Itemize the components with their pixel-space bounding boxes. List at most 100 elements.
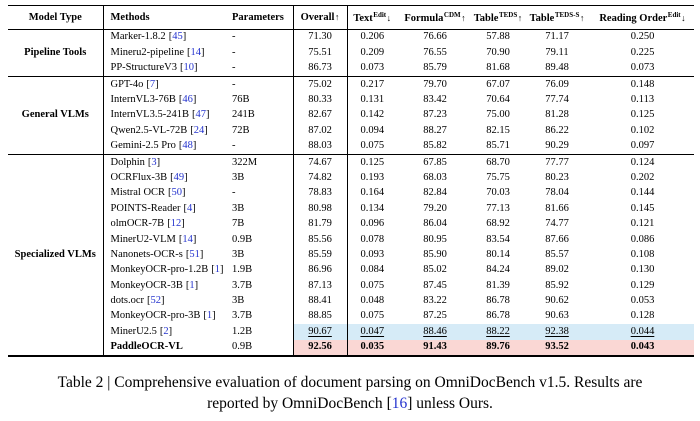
metric-value: 0.125 xyxy=(630,109,655,121)
column-header-parameters: Parameters xyxy=(226,5,294,30)
metric-cell-order: 0.250 xyxy=(591,30,694,46)
metric-value: 0.097 xyxy=(630,140,655,152)
citation-link[interactable]: 48 xyxy=(182,140,193,152)
metric-value: 0.131 xyxy=(360,94,385,105)
direction-arrow-icon: ↑ xyxy=(461,13,466,23)
metric-cell-formula: 76.66 xyxy=(397,30,473,46)
metric-value: 0.075 xyxy=(360,140,385,152)
metric-cell-teds_s: 77.77 xyxy=(523,154,591,171)
citation-link[interactable]: 12 xyxy=(170,218,182,230)
metric-cell-formula: 85.79 xyxy=(397,61,473,77)
citation-bracket: ] xyxy=(181,218,185,230)
metric-cell-teds: 82.15 xyxy=(473,123,523,138)
metric-cell-teds: 88.22 xyxy=(473,324,523,340)
direction-arrow-icon: ↓ xyxy=(681,13,686,23)
citation-link[interactable]: 50 xyxy=(171,187,183,199)
citation-link[interactable]: 49 xyxy=(173,171,185,183)
column-header-label: Formula xyxy=(404,13,444,24)
citation-bracket: [ xyxy=(178,94,183,105)
citation-bracket: ] xyxy=(192,140,197,152)
metric-cell-teds: 77.13 xyxy=(473,201,523,216)
metric-value: 0.102 xyxy=(630,124,655,136)
method-name: MonkeyOCR-pro-1.2B xyxy=(110,264,209,276)
metric-value: 87.23 xyxy=(423,109,447,121)
metric-cell-order: 0.086 xyxy=(591,232,694,247)
method-cell: MonkeyOCR-3B [1] xyxy=(103,278,226,293)
citation-link[interactable]: 2 xyxy=(163,325,169,337)
citation-link[interactable]: 1 xyxy=(206,310,213,322)
metric-value: 81.39 xyxy=(486,279,510,291)
metric-cell-teds_s: 76.09 xyxy=(523,76,591,93)
metric-value: 81.66 xyxy=(545,202,569,214)
citation-bracket: ] xyxy=(168,325,173,337)
metric-cell-text: 0.047 xyxy=(347,324,397,340)
citation-link[interactable]: 4 xyxy=(186,202,193,214)
method-cell: Dolphin [3] xyxy=(103,154,226,171)
citation-bracket: [ xyxy=(203,310,207,322)
metric-value: 79.11 xyxy=(545,46,569,58)
metric-value: 0.093 xyxy=(360,248,385,260)
citation-link[interactable]: 7 xyxy=(149,78,156,90)
metric-cell-teds_s: 85.92 xyxy=(523,278,591,293)
citation-link[interactable]: 14 xyxy=(182,233,193,245)
metric-cell-order: 0.148 xyxy=(591,76,694,93)
citation-link[interactable]: 24 xyxy=(193,124,205,136)
citation-link[interactable]: 3 xyxy=(151,156,157,168)
citation-link[interactable]: 47 xyxy=(195,109,206,121)
metric-cell-formula: 91.43 xyxy=(397,339,473,357)
metric-value: 85.56 xyxy=(308,233,332,245)
column-header-label: Table xyxy=(473,13,499,24)
citation-link[interactable]: 51 xyxy=(189,248,200,260)
metric-cell-formula: 88.27 xyxy=(397,123,473,138)
metric-cell-formula: 79.70 xyxy=(397,76,473,93)
citation-link[interactable]: 46 xyxy=(182,94,193,105)
metric-value: 78.04 xyxy=(545,187,569,199)
metric-value: 67.07 xyxy=(486,78,510,90)
citation-bracket: [ xyxy=(180,62,184,74)
citation-link[interactable]: 16 xyxy=(391,395,408,412)
metric-cell-teds: 80.14 xyxy=(473,247,523,262)
metric-cell-text: 0.048 xyxy=(347,294,397,309)
citation-link[interactable]: 52 xyxy=(150,295,162,307)
metric-value: 85.71 xyxy=(486,140,510,152)
metric-cell-text: 0.035 xyxy=(347,339,397,357)
metric-value: 0.075 xyxy=(360,310,385,322)
citation-link[interactable]: 1 xyxy=(189,279,195,291)
parameters-cell: - xyxy=(226,45,294,61)
citation-link[interactable]: 45 xyxy=(172,31,183,43)
method-cell: Marker-1.8.2 [45] xyxy=(103,30,226,46)
direction-arrow-icon: ↑ xyxy=(334,12,340,22)
method-cell: Mistral OCR [50] xyxy=(103,186,226,201)
metric-value: 0.078 xyxy=(360,233,385,245)
metric-value: 0.202 xyxy=(630,171,655,183)
table-row: Qwen2.5-VL-72B [24] 72B 87.02 0.094 88.27 82.1… xyxy=(8,123,694,139)
metric-cell-teds_s: 80.23 xyxy=(523,171,591,186)
citation-link[interactable]: 14 xyxy=(190,46,201,58)
metric-cell-formula: 85.02 xyxy=(397,263,473,278)
metric-value: 0.209 xyxy=(360,46,385,58)
metric-value: 0.145 xyxy=(630,202,655,214)
metric-value: 89.02 xyxy=(545,264,569,276)
metric-cell-order: 0.053 xyxy=(591,294,694,309)
metric-cell-teds_s: 93.52 xyxy=(523,339,591,357)
method-cell: Gemini-2.5 Pro [48] xyxy=(103,139,226,155)
parameters-cell: 1.2B xyxy=(226,324,294,340)
metric-cell-overall: 86.73 xyxy=(293,60,348,77)
metric-cell-overall: 87.02 xyxy=(293,123,348,139)
metric-cell-teds_s: 77.74 xyxy=(523,93,591,108)
metric-cell-formula: 67.85 xyxy=(397,154,473,171)
metric-value: 80.14 xyxy=(486,248,510,260)
metric-cell-teds_s: 87.66 xyxy=(523,232,591,247)
table-row: olmOCR-7B [12] 7B 81.79 0.096 86.04 68.92 74.77… xyxy=(8,216,694,233)
metric-value: 70.64 xyxy=(486,94,510,105)
column-header-methods: Methods xyxy=(103,5,226,30)
citation-link[interactable]: 1 xyxy=(214,264,220,276)
citation-bracket: [ xyxy=(190,124,194,136)
citation-bracket: ] xyxy=(204,124,208,136)
citation-bracket: [ xyxy=(167,218,171,230)
metric-cell-formula: 82.84 xyxy=(397,186,473,201)
metric-cell-formula: 85.90 xyxy=(397,247,473,262)
table-row: InternVL3.5-241B [47] 241B 82.67 0.142 87.23 7… xyxy=(8,107,694,124)
citation-link[interactable]: 10 xyxy=(183,62,195,74)
